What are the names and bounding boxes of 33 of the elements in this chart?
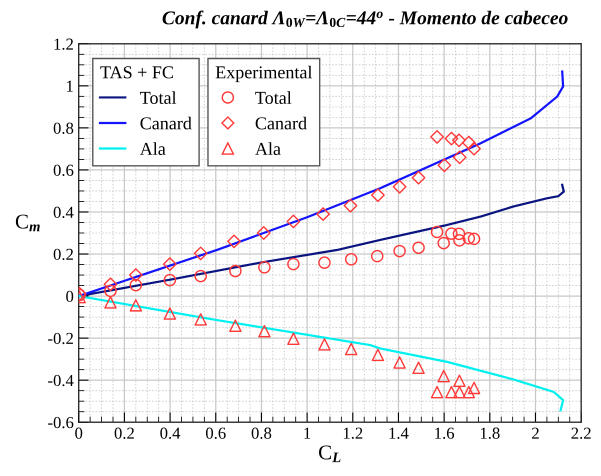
legend-label: Canard bbox=[140, 116, 192, 130]
x-tick-label: 0.4 bbox=[160, 428, 180, 439]
x-tick-label: 1.4 bbox=[390, 428, 409, 439]
x-tick-label: 0.2 bbox=[114, 428, 134, 439]
y-tick-label: 1.2 bbox=[54, 38, 73, 50]
y-tick-label: 0.2 bbox=[54, 248, 73, 260]
text: TAS + FC bbox=[100, 66, 173, 78]
y-tick-label: 0 bbox=[66, 290, 74, 302]
y-tick-label: -0.4 bbox=[48, 374, 74, 386]
x-tick-label: 1.6 bbox=[435, 428, 454, 439]
x-tick-label: 0.8 bbox=[252, 428, 272, 439]
legend-label: Total bbox=[140, 91, 176, 104]
y-tick-label: 0.6 bbox=[54, 164, 74, 176]
x-axis-title: C$_{L}$ bbox=[319, 445, 340, 462]
legend-label: Ala bbox=[140, 142, 166, 155]
y-tick-label: 0.8 bbox=[54, 122, 74, 134]
x-tick-label: 2 bbox=[532, 428, 539, 439]
y-tick-label: -0.2 bbox=[48, 332, 73, 344]
chart-title: Conf. canard Λ$_{0W}$=Λ$_{0C}$=44$^{o}$ - Momento de cabeceo bbox=[162, 10, 568, 28]
legend-label: Total bbox=[255, 91, 292, 104]
x-tick-label: 1.8 bbox=[480, 428, 500, 439]
y-axis-title: C$_{m}$ bbox=[16, 214, 40, 232]
x-tick-label: 1.2 bbox=[344, 428, 362, 439]
x-tick-label: 1 bbox=[304, 428, 310, 439]
x-tick-label: 0.6 bbox=[206, 428, 226, 439]
x-tick-label: 0 bbox=[75, 428, 82, 439]
legend-label: Canard bbox=[256, 116, 307, 130]
x-tick-label: 2.2 bbox=[571, 428, 591, 439]
y-tick-label: 1 bbox=[67, 80, 73, 92]
y-tick-label: -0.6 bbox=[48, 416, 74, 428]
text: Experimental bbox=[216, 66, 312, 82]
legend-label: Ala bbox=[255, 142, 281, 155]
y-tick-label: 0.4 bbox=[54, 206, 74, 218]
